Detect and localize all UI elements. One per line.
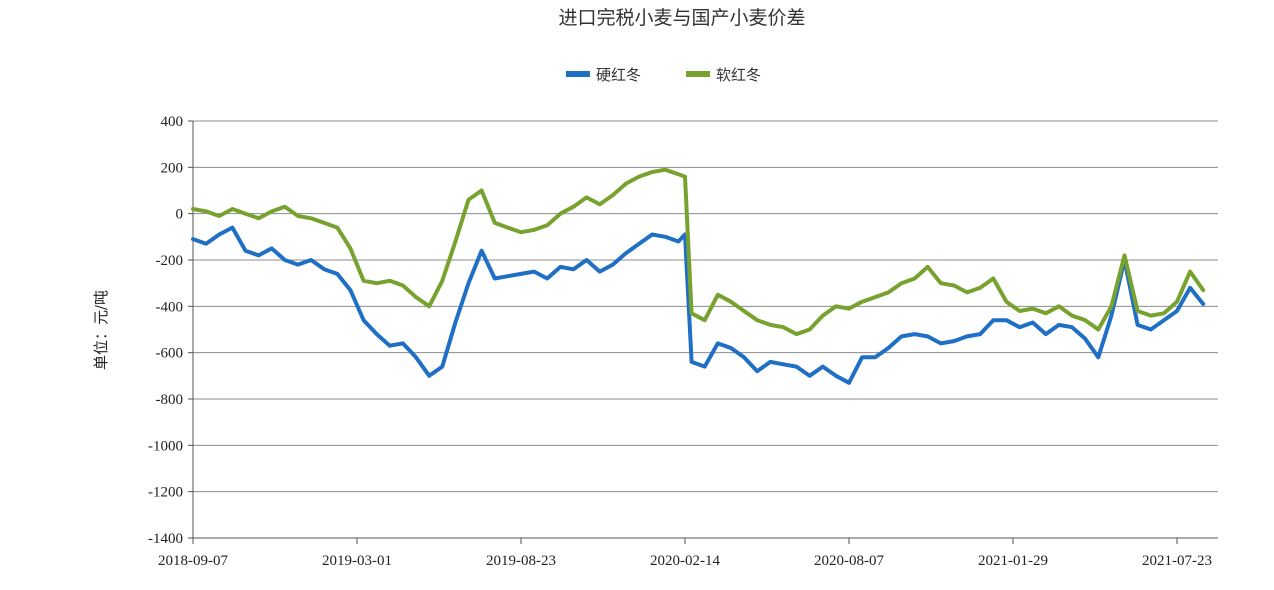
legend: 硬红冬 软红冬 — [566, 66, 761, 84]
x-tick-label: 2021-01-29 — [978, 553, 1048, 569]
y-tick-label: 400 — [161, 114, 184, 130]
tick-labels: 400 200 0 -200 -400 -600 -800 -1000 -1200 -1400 20… — [148, 114, 1212, 569]
series-lines — [191, 167, 1206, 385]
gridlines — [193, 120, 1218, 493]
legend-label-soft-red-winter: 软红冬 — [716, 66, 761, 84]
axes — [188, 120, 1218, 544]
y-axis-label: 单位：元/吨 — [92, 290, 110, 370]
legend-swatch-soft-red-winter — [686, 71, 710, 77]
legend-label-hard-red-winter: 硬红冬 — [596, 66, 641, 84]
x-tick-label: 2020-08-07 — [814, 553, 884, 569]
y-tick-label: -400 — [156, 299, 184, 315]
x-tick-label: 2019-08-23 — [486, 553, 556, 569]
y-tick-label: -1000 — [148, 438, 183, 454]
y-tick-label: 0 — [176, 207, 184, 223]
series-line-soft-red-winter — [191, 167, 1206, 337]
y-tick-label: 200 — [161, 160, 184, 176]
y-tick-label: -1200 — [148, 485, 183, 501]
y-tick-label: -800 — [156, 392, 184, 408]
x-tick-label: 2019-03-01 — [322, 553, 392, 569]
y-tick-label: -1400 — [148, 531, 183, 547]
y-tick-label: -200 — [156, 253, 184, 269]
legend-swatch-hard-red-winter — [566, 71, 590, 77]
x-tick-label: 2021-07-23 — [1142, 553, 1212, 569]
series-line-hard-red-winter — [191, 225, 1206, 385]
chart-title: 进口完税小麦与国产小麦价差 — [558, 7, 805, 29]
x-tick-label: 2018-09-07 — [158, 553, 228, 569]
x-tick-label: 2020-02-14 — [650, 553, 720, 569]
y-tick-label: -600 — [156, 346, 184, 362]
